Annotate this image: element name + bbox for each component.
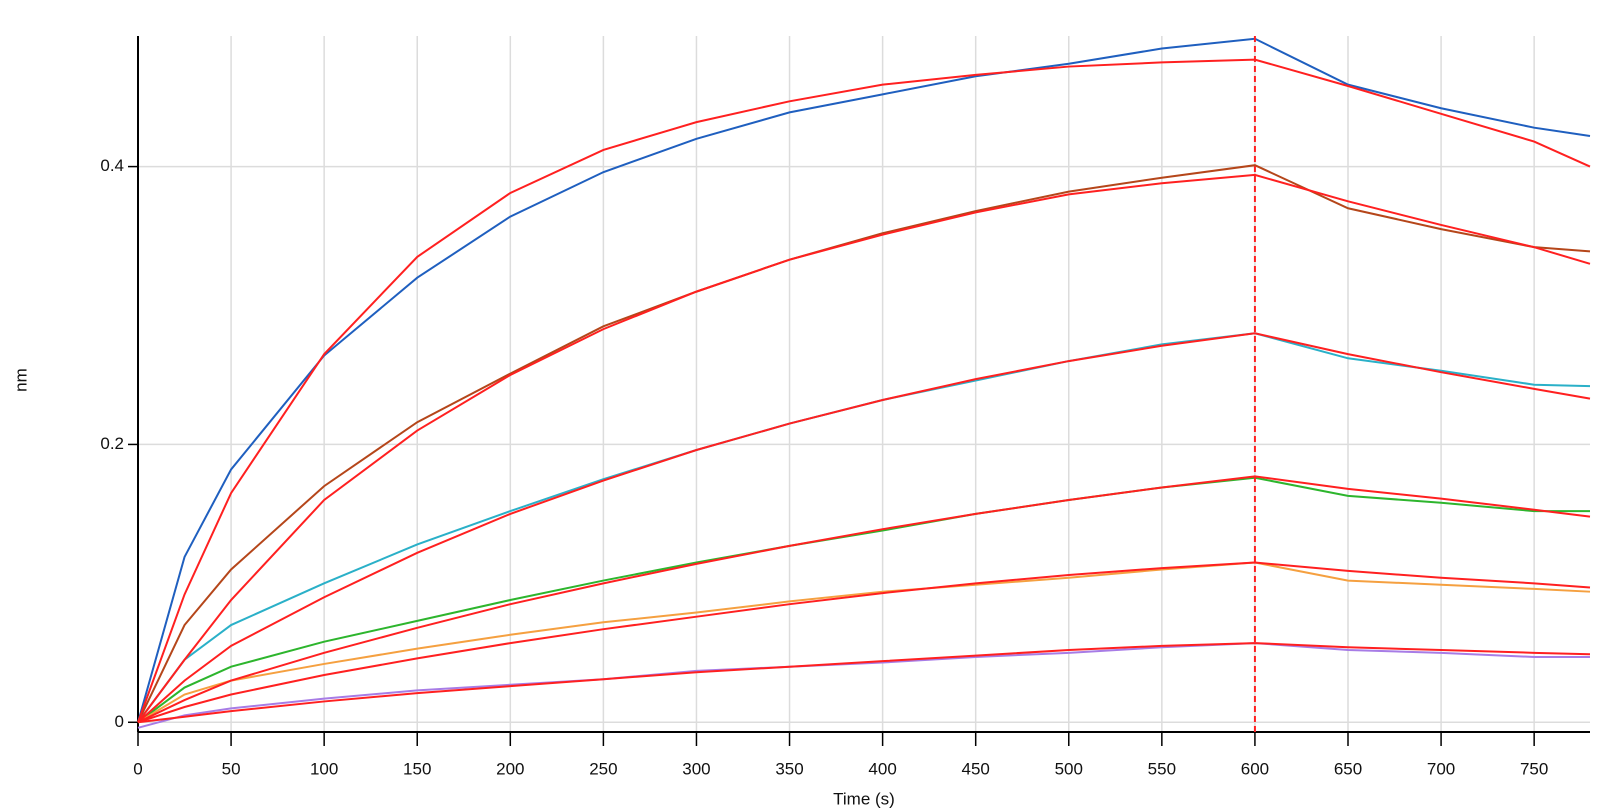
series-line — [137, 173, 1591, 723]
x-tick-label: 0 — [133, 759, 142, 778]
series-line — [137, 476, 1590, 724]
x-tick-label: 650 — [1334, 759, 1362, 778]
y-tick-label: 0.4 — [100, 156, 124, 175]
x-tick-label: 600 — [1241, 759, 1269, 778]
y-axis-label: nm — [11, 368, 30, 392]
series-line — [137, 475, 1591, 724]
x-axis-label: Time (s) — [833, 789, 895, 808]
series-line — [137, 37, 1591, 723]
series-line — [137, 561, 1591, 724]
x-tick-label: 50 — [222, 759, 241, 778]
x-tick-label: 550 — [1148, 759, 1176, 778]
x-tick-label: 150 — [403, 759, 431, 778]
series-line — [137, 58, 1591, 723]
x-tick-label: 750 — [1520, 759, 1548, 778]
x-tick-label: 500 — [1055, 759, 1083, 778]
x-tick-label: 100 — [310, 759, 338, 778]
x-tick-label: 200 — [496, 759, 524, 778]
x-tick-label: 300 — [682, 759, 710, 778]
series-line — [137, 561, 1591, 724]
x-tick-label: 700 — [1427, 759, 1455, 778]
y-tick-label: 0.2 — [100, 434, 124, 453]
x-tick-label: 400 — [868, 759, 896, 778]
series-line — [137, 642, 1590, 729]
x-tick-label: 350 — [775, 759, 803, 778]
y-tick-label: 0 — [115, 712, 124, 731]
x-tick-label: 250 — [589, 759, 617, 778]
series-line — [137, 332, 1591, 724]
x-tick-label: 450 — [962, 759, 990, 778]
series-line — [137, 642, 1591, 724]
